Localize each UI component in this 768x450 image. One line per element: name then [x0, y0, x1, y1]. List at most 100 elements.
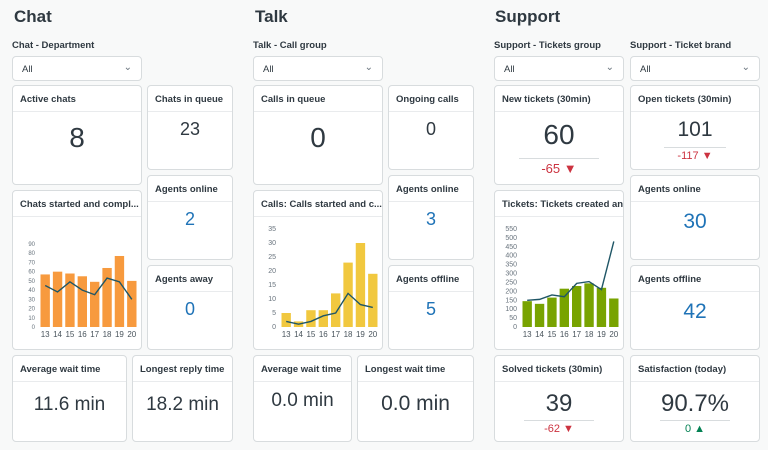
talk-call-group-label: Talk - Call group: [253, 40, 327, 51]
delta-value: -117: [677, 150, 699, 162]
bar: [281, 313, 291, 327]
talk-agents-offline-card: Agents offline 5: [388, 265, 474, 350]
x-tick-label: 14: [294, 330, 303, 339]
delta-indicator: -117 ▼: [631, 147, 759, 162]
chats-in-queue-card: Chats in queue 23: [147, 85, 233, 170]
x-tick-label: 19: [356, 330, 365, 339]
bar: [90, 281, 100, 327]
bar: [609, 298, 619, 327]
talk-longest-wait-card: Longest wait time 0.0 min: [357, 355, 474, 442]
series-line: [44, 277, 133, 300]
y-tick-label: 90: [28, 242, 35, 248]
x-tick-label: 13: [282, 330, 291, 339]
card-title: Calls: Calls started and c...: [254, 191, 382, 217]
card-value: 0: [425, 119, 436, 139]
chat-longest-reply-card: Longest reply time 18.2 min: [132, 355, 233, 442]
select-value: All: [504, 64, 515, 75]
y-tick-label: 550: [505, 226, 517, 233]
tickets-group-label: Support - Tickets group: [494, 40, 601, 51]
card-value: 5: [425, 299, 436, 319]
bar: [522, 301, 532, 327]
chat-agents-online-card: Agents online 2: [147, 175, 233, 260]
x-tick-label: 15: [306, 330, 315, 339]
card-title: Chats in queue: [148, 86, 232, 112]
bar: [584, 283, 594, 327]
card-value: 60: [543, 119, 575, 150]
bar: [331, 293, 341, 327]
bar: [127, 280, 137, 327]
card-title: Ongoing calls: [389, 86, 473, 112]
y-tick-label: 100: [505, 306, 517, 313]
select-value: All: [263, 64, 274, 75]
chat-agents-away-card: Agents away 0: [147, 265, 233, 350]
down-arrow-icon: ▼: [563, 161, 577, 176]
chevron-down-icon: ⌄: [123, 62, 132, 73]
x-tick-label: 14: [53, 330, 62, 339]
bar: [534, 303, 545, 327]
y-tick-label: 150: [505, 297, 517, 304]
x-tick-label: 20: [368, 330, 377, 339]
x-tick-label: 19: [115, 330, 124, 339]
card-value: 0: [184, 299, 195, 319]
delta-value: -65: [541, 161, 561, 176]
y-tick-label: 250: [505, 279, 517, 286]
new-tickets-card: New tickets (30min) 60 -65 ▼: [494, 85, 624, 185]
bar: [368, 273, 378, 327]
y-tick-label: 30: [28, 297, 35, 303]
delta-value: 0: [684, 423, 692, 435]
card-value: 11.6 min: [33, 394, 106, 415]
y-tick-label: 300: [505, 271, 517, 278]
ticket-brand-select[interactable]: All ⌄: [630, 56, 760, 81]
select-value: All: [640, 64, 651, 75]
series-line: [286, 292, 373, 325]
delta-indicator: 0 ▲: [631, 420, 759, 435]
talk-avg-wait-card: Average wait time 0.0 min: [253, 355, 352, 442]
x-tick-label: 20: [609, 330, 618, 339]
bar: [318, 310, 328, 327]
delta-indicator: -65 ▼: [495, 158, 623, 176]
card-title: Tickets: Tickets created and ...: [495, 191, 623, 217]
card-title: Open tickets (30min): [631, 86, 759, 112]
x-tick-label: 13: [41, 330, 50, 339]
satisfaction-card: Satisfaction (today) 90.7% 0 ▲: [630, 355, 760, 442]
select-value: All: [22, 64, 33, 75]
card-title: Agents offline: [389, 266, 473, 292]
card-value: 2: [184, 209, 195, 229]
card-title: Calls in queue: [254, 86, 382, 112]
x-tick-label: 17: [90, 330, 99, 339]
support-agents-offline-card: Agents offline 42: [630, 265, 760, 350]
x-tick-label: 16: [78, 330, 87, 339]
x-tick-label: 13: [523, 330, 532, 339]
bar: [65, 273, 75, 327]
down-arrow-icon: ▼: [701, 150, 713, 162]
x-tick-label: 17: [331, 330, 340, 339]
card-title: Active chats: [13, 86, 141, 112]
bar: [102, 267, 112, 327]
y-tick-label: 0: [32, 325, 36, 331]
y-tick-label: 70: [28, 260, 35, 266]
card-value: 18.2 min: [146, 394, 219, 415]
chevron-down-icon: ⌄: [605, 62, 614, 73]
bar: [547, 297, 557, 327]
open-tickets-card: Open tickets (30min) 101 -117 ▼: [630, 85, 760, 170]
y-tick-label: 40: [28, 288, 35, 294]
x-tick-label: 16: [319, 330, 328, 339]
tickets-group-select[interactable]: All ⌄: [494, 56, 624, 81]
support-section-title: Support: [495, 7, 561, 26]
y-tick-label: 0: [272, 324, 276, 331]
y-tick-label: 80: [28, 251, 35, 257]
chat-department-select[interactable]: All ⌄: [12, 56, 142, 81]
bar: [572, 286, 582, 327]
card-value: 39: [545, 390, 573, 417]
bar: [40, 274, 50, 327]
y-tick-label: 30: [268, 240, 276, 247]
card-title: Average wait time: [254, 356, 351, 382]
card-value: 0.0 min: [271, 390, 334, 411]
card-title: Satisfaction (today): [631, 356, 759, 382]
talk-call-group-select[interactable]: All ⌄: [253, 56, 383, 81]
y-tick-label: 0: [513, 324, 517, 331]
calls-in-queue-card: Calls in queue 0: [253, 85, 383, 185]
y-tick-label: 400: [505, 253, 517, 260]
card-value: 8: [69, 122, 85, 153]
x-tick-label: 14: [535, 330, 544, 339]
